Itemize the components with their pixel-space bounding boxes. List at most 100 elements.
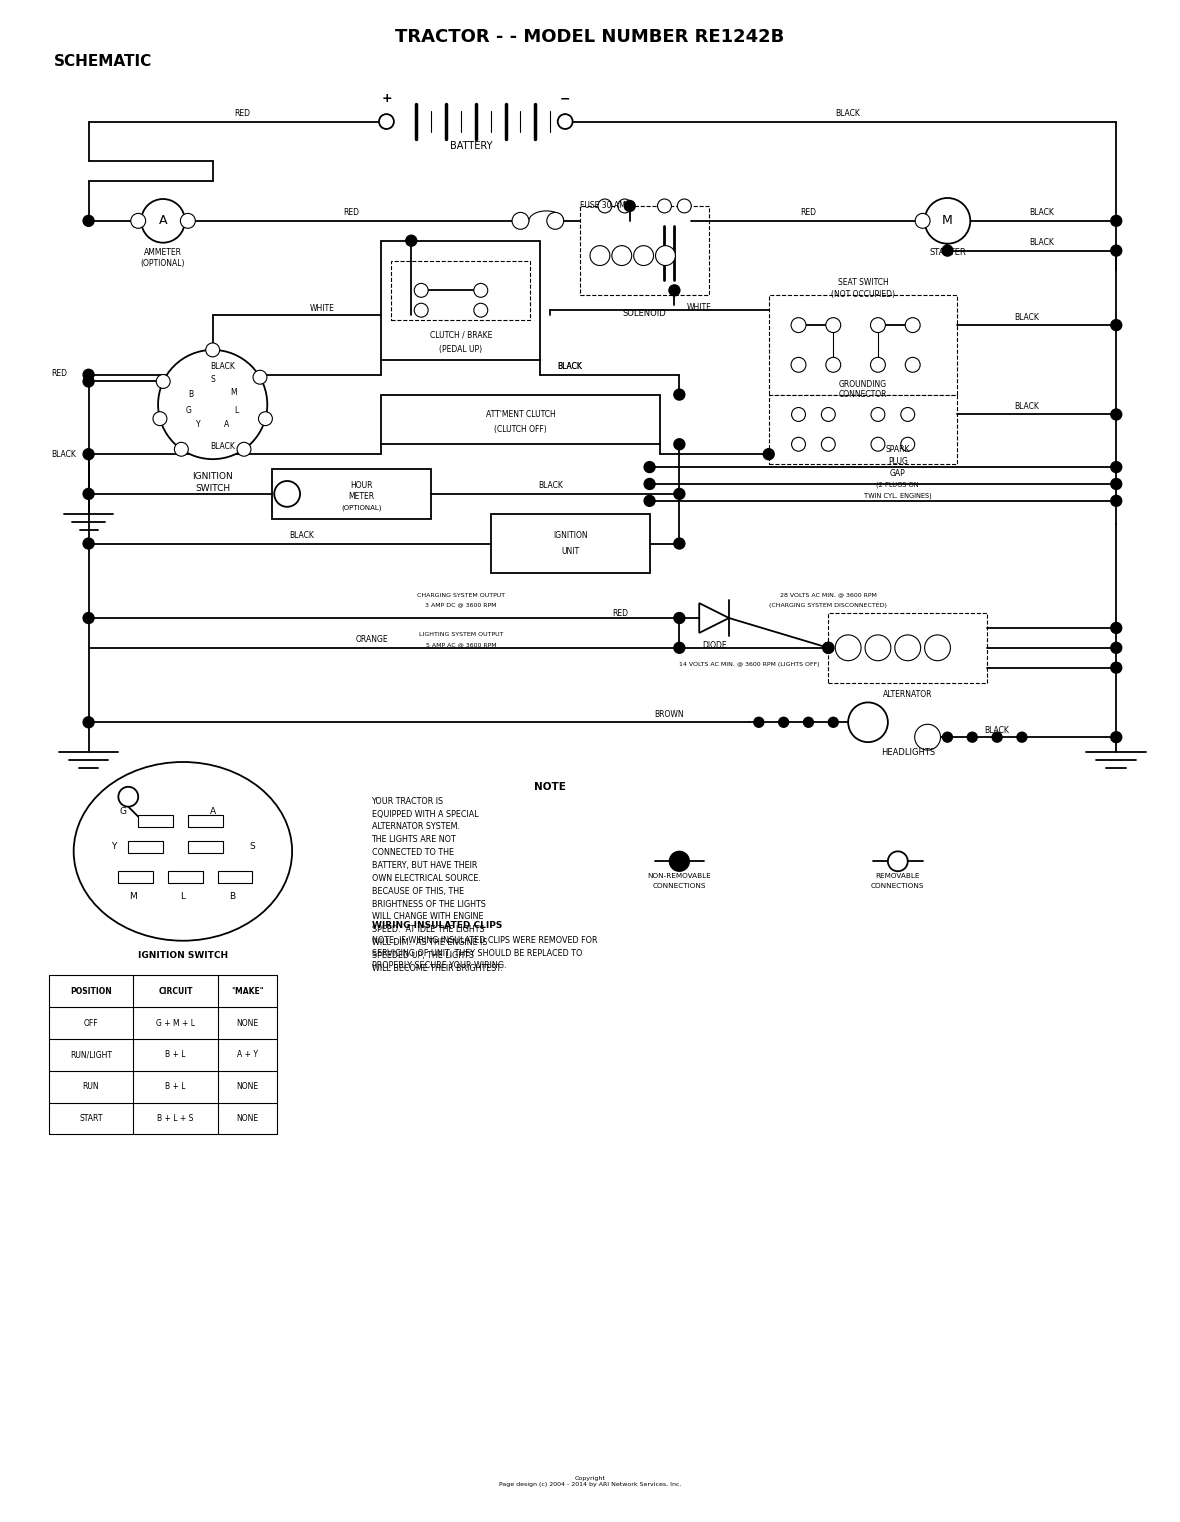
Circle shape — [1110, 245, 1122, 256]
Text: B: B — [229, 892, 236, 901]
Bar — [138, 814, 173, 826]
Text: 3 AMP DC @ 3600 RPM: 3 AMP DC @ 3600 RPM — [425, 603, 497, 607]
Text: REMOVABLE: REMOVABLE — [876, 874, 920, 880]
Circle shape — [83, 612, 94, 624]
Circle shape — [792, 437, 806, 451]
Circle shape — [674, 539, 684, 549]
Text: RUN: RUN — [83, 1082, 99, 1091]
Circle shape — [992, 732, 1002, 743]
Circle shape — [942, 245, 953, 256]
Text: BLACK: BLACK — [984, 726, 1010, 735]
Circle shape — [181, 213, 196, 228]
Text: RED: RED — [343, 209, 360, 218]
Text: DIODE: DIODE — [702, 641, 727, 650]
Circle shape — [1110, 216, 1122, 227]
Circle shape — [546, 213, 564, 230]
Text: B + L: B + L — [165, 1050, 185, 1059]
Circle shape — [822, 642, 834, 653]
Circle shape — [763, 449, 774, 460]
Circle shape — [253, 370, 267, 384]
Circle shape — [158, 350, 268, 460]
Circle shape — [83, 717, 94, 728]
Text: B + L: B + L — [165, 1082, 185, 1091]
Text: BLACK: BLACK — [1015, 402, 1040, 411]
Text: STARTER: STARTER — [929, 248, 966, 257]
Circle shape — [916, 213, 930, 228]
Text: M: M — [130, 892, 137, 901]
Circle shape — [871, 318, 885, 332]
Text: A: A — [210, 807, 216, 816]
Circle shape — [153, 412, 166, 426]
Text: L: L — [235, 406, 238, 416]
Circle shape — [1110, 662, 1122, 673]
Text: TRACTOR - - MODEL NUMBER RE1242B: TRACTOR - - MODEL NUMBER RE1242B — [395, 27, 785, 46]
Text: PLUG: PLUG — [887, 457, 907, 466]
Text: RED: RED — [235, 110, 250, 119]
Circle shape — [791, 358, 806, 373]
Text: RED: RED — [800, 209, 817, 218]
Circle shape — [406, 236, 417, 247]
Text: 5 AMP AC @ 3600 RPM: 5 AMP AC @ 3600 RPM — [426, 642, 497, 647]
Circle shape — [131, 213, 145, 228]
Circle shape — [900, 408, 914, 422]
Text: A: A — [159, 215, 168, 227]
Circle shape — [612, 245, 631, 265]
Text: IGNITION SWITCH: IGNITION SWITCH — [138, 951, 228, 960]
Text: FUSE 30 AMP.: FUSE 30 AMP. — [581, 201, 631, 210]
Text: NONE: NONE — [236, 1114, 258, 1123]
Circle shape — [414, 303, 428, 317]
Text: BLACK: BLACK — [835, 110, 860, 119]
Text: LIGHTING SYSTEM OUTPUT: LIGHTING SYSTEM OUTPUT — [419, 633, 503, 638]
Circle shape — [925, 635, 950, 661]
Text: (PEDAL UP): (PEDAL UP) — [439, 345, 483, 355]
Circle shape — [83, 489, 94, 499]
Text: (CHARGING SYSTEM DISCONNECTED): (CHARGING SYSTEM DISCONNECTED) — [769, 603, 887, 607]
Text: ORANGE: ORANGE — [355, 635, 388, 644]
Text: CHARGING SYSTEM OUTPUT: CHARGING SYSTEM OUTPUT — [417, 592, 505, 598]
Circle shape — [118, 787, 138, 807]
Circle shape — [925, 198, 970, 244]
Circle shape — [1110, 409, 1122, 420]
Bar — [273, 469, 431, 519]
Text: RED: RED — [51, 368, 67, 377]
Circle shape — [754, 717, 763, 728]
Circle shape — [674, 438, 684, 449]
Text: GAP: GAP — [890, 469, 906, 478]
Text: IGNITION: IGNITION — [552, 531, 588, 540]
Circle shape — [1110, 732, 1122, 743]
Circle shape — [821, 437, 835, 451]
Text: CIRCUIT: CIRCUIT — [158, 986, 192, 995]
Circle shape — [871, 437, 885, 451]
Circle shape — [674, 390, 684, 400]
Circle shape — [1110, 461, 1122, 472]
Circle shape — [674, 612, 684, 624]
Circle shape — [1110, 320, 1122, 330]
Circle shape — [1110, 622, 1122, 633]
Text: RUN/LIGHT: RUN/LIGHT — [70, 1050, 112, 1059]
Text: (2 PLUGS ON: (2 PLUGS ON — [877, 482, 919, 489]
Circle shape — [624, 201, 635, 212]
Text: G: G — [120, 807, 126, 816]
Circle shape — [414, 283, 428, 297]
Text: SEAT SWITCH: SEAT SWITCH — [838, 279, 889, 288]
Text: ALTERNATOR: ALTERNATOR — [883, 689, 932, 699]
Circle shape — [379, 114, 394, 129]
Circle shape — [156, 374, 170, 388]
Text: OFF: OFF — [84, 1018, 98, 1027]
Text: AMMETER: AMMETER — [144, 248, 182, 257]
Text: BLACK: BLACK — [1029, 237, 1054, 247]
Text: BROWN: BROWN — [655, 709, 684, 718]
Text: NOTE: IF WIRING INSULATED CLIPS WERE REMOVED FOR
SERVICING OF UNIT, THEY SHOULD : NOTE: IF WIRING INSULATED CLIPS WERE REM… — [372, 936, 597, 971]
Bar — [581, 205, 709, 295]
Bar — [392, 260, 531, 320]
Circle shape — [905, 318, 920, 332]
Text: G: G — [186, 406, 192, 416]
Text: CONNECTIONS: CONNECTIONS — [653, 883, 706, 889]
Circle shape — [237, 443, 251, 457]
Circle shape — [871, 408, 885, 422]
Text: CONNECTIONS: CONNECTIONS — [871, 883, 925, 889]
Circle shape — [822, 642, 834, 653]
Circle shape — [83, 449, 94, 460]
Text: B + L + S: B + L + S — [157, 1114, 194, 1123]
Text: BLACK: BLACK — [210, 441, 235, 451]
